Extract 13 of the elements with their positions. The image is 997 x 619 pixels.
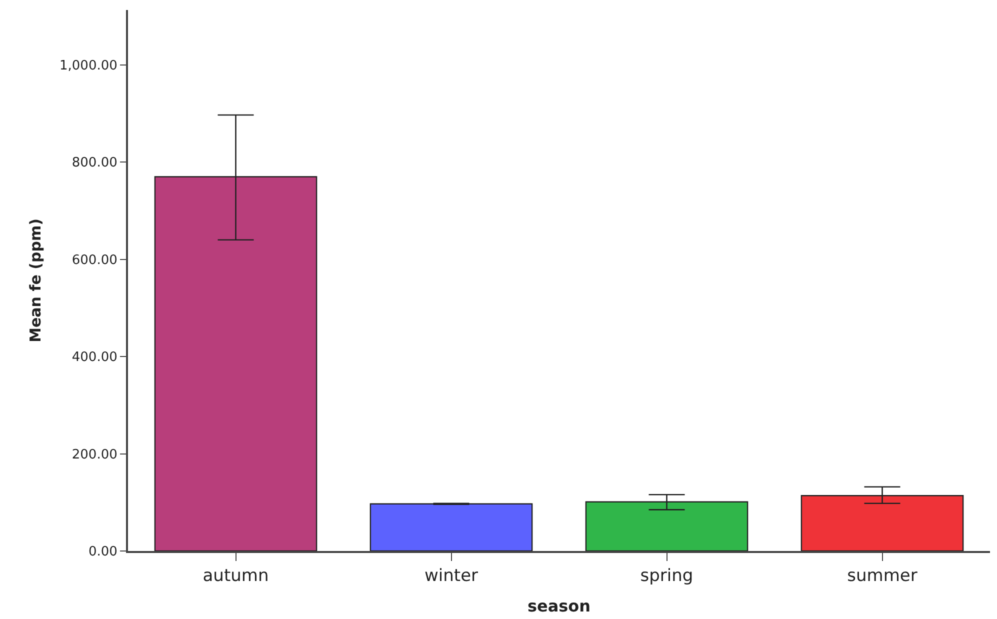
x-axis-title: season (527, 596, 591, 616)
x-tick-label: spring (640, 566, 694, 586)
y-tick-label: 200.00 (72, 447, 118, 462)
x-tick-label: winter (424, 566, 478, 586)
y-tick-label: 800.00 (72, 156, 118, 171)
y-tick-label: 600.00 (72, 252, 118, 268)
bar (370, 503, 533, 551)
x-tick-label: summer (847, 566, 918, 586)
y-tick-label: 400.00 (72, 350, 118, 366)
y-axis-title: Mean fe (ppm) (26, 218, 44, 342)
y-tick-label: 1,000.00 (60, 58, 118, 74)
x-tick-label: autumn (202, 566, 269, 586)
y-tick-label: 0.00 (88, 544, 118, 560)
